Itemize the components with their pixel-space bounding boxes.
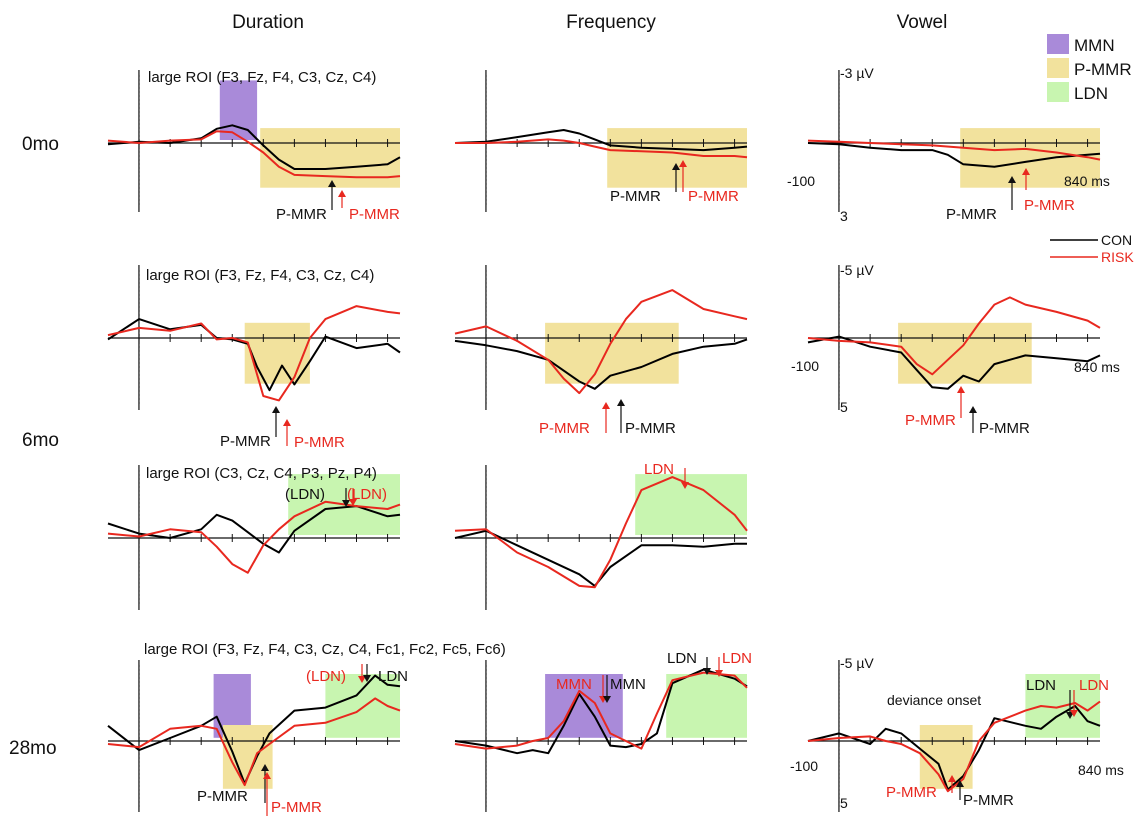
pmmr-label-0mo-vowel-con: P-MMR <box>946 206 997 223</box>
window-p-mmr-28mo-vowel <box>919 725 973 789</box>
scale-bottom-6mo: 5 <box>840 399 848 415</box>
ldn-label-6mo-frequency-risk: LDN <box>644 461 674 478</box>
scale-time-end-6mo: 840 ms <box>1074 359 1120 375</box>
column-title-vowel: Vowel <box>897 12 948 33</box>
pmmr-label-28mo-vowel-risk: P-MMR <box>886 784 937 801</box>
trace-risk-0mo-duration <box>107 130 401 179</box>
roi-label-28mo: large ROI (F3, Fz, F4, C3, Cz, C4, Fc1, … <box>144 641 506 658</box>
ldn-label-28mo-frequency-con: LDN <box>667 650 697 667</box>
deviance-onset-label: deviance onset <box>887 692 981 708</box>
trace-risk-0mo-frequency <box>455 138 748 159</box>
trace-risk-28mo-frequency <box>454 671 748 750</box>
column-title-duration: Duration <box>232 12 304 33</box>
trace-con-0mo-frequency <box>454 129 748 152</box>
ldn-label-28mo-duration-risk: (LDN) <box>306 668 346 685</box>
legend-swatch-mmn <box>1047 34 1069 54</box>
window-p-mmr-6mo-vowel-front <box>898 322 1032 384</box>
ldn-label-28mo-vowel-con: LDN <box>1026 677 1056 694</box>
trace-risk-6mo-vowel-front <box>807 296 1101 376</box>
trace-risk-28mo-duration <box>107 697 401 787</box>
pmmr-label-6mo-vowel-con: P-MMR <box>979 420 1030 437</box>
pmmr-label-0mo-frequency-risk: P-MMR <box>688 188 739 205</box>
window-ldn-28mo-frequency <box>666 674 747 738</box>
roi-label-6mo-front: large ROI (F3, Fz, F4, C3, Cz, C4) <box>146 267 374 284</box>
row-label-6mo: 6mo <box>22 430 59 451</box>
legend-label-ldn: LDN <box>1074 84 1108 103</box>
trace-risk-6mo-duration-central <box>107 500 401 574</box>
pmmr-label-6mo-frequency-risk: P-MMR <box>539 420 590 437</box>
legend-label-pmmr: P-MMR <box>1074 60 1132 79</box>
window-p-mmr-0mo-vowel <box>960 128 1100 188</box>
scale-time-end-0mo: 840 ms <box>1064 173 1110 189</box>
scale-bottom-0mo: 3 <box>840 208 848 224</box>
scale-bottom-28mo: 5 <box>840 795 848 811</box>
legend-swatch-pmmr <box>1047 58 1069 78</box>
row-label-0mo: 0mo <box>22 134 59 155</box>
scale-top-6mo: -5 µV <box>840 262 874 278</box>
legend-swatch-ldn <box>1047 82 1069 102</box>
roi-label-6mo-central: large ROI (C3, Cz, C4, P3, Pz, P4) <box>146 465 377 482</box>
pmmr-label-6mo-vowel-risk: P-MMR <box>905 412 956 429</box>
ldn-label-6mo-duration-con: (LDN) <box>285 486 325 503</box>
arrow-layer <box>261 160 1078 816</box>
trace-con-6mo-duration-central <box>107 505 401 554</box>
trace-risk-28mo-vowel <box>807 700 1101 793</box>
pmmr-label-0mo-vowel-risk: P-MMR <box>1024 197 1075 214</box>
pmmr-label-6mo-duration-con: P-MMR <box>220 433 271 450</box>
trace-con-6mo-frequency-front <box>454 338 748 390</box>
trace-con-6mo-vowel-front <box>807 335 1101 390</box>
trace-con-6mo-frequency-central <box>454 529 747 587</box>
ldn-label-6mo-duration-risk: (LDN) <box>347 486 387 503</box>
pmmr-label-0mo-duration-con: P-MMR <box>276 206 327 223</box>
pmmr-label-6mo-duration-risk: P-MMR <box>294 434 345 451</box>
window-p-mmr-0mo-frequency <box>607 128 747 188</box>
trace-risk-6mo-frequency-central <box>454 476 748 589</box>
legend-label-risk: RISK <box>1101 249 1134 265</box>
trace-risk-0mo-vowel <box>807 139 1101 161</box>
trace-con-0mo-duration <box>107 124 401 170</box>
trace-risk-6mo-frequency-front <box>454 289 748 395</box>
legend-label-mmn: MMN <box>1074 36 1115 55</box>
scale-top-0mo: -3 µV <box>840 65 874 81</box>
scale-time-end-28mo: 840 ms <box>1078 762 1124 778</box>
row-label-28mo: 28mo <box>9 738 57 759</box>
pmmr-label-0mo-frequency-con: P-MMR <box>610 188 661 205</box>
pmmr-label-0mo-duration-risk: P-MMR <box>349 206 400 223</box>
window-mmn-0mo-duration <box>219 80 258 140</box>
pmmr-label-28mo-duration-risk: P-MMR <box>271 799 322 816</box>
column-title-frequency: Frequency <box>566 12 656 33</box>
waveform-traces <box>107 124 1101 793</box>
scale-time-start-28mo: -100 <box>790 758 818 774</box>
trace-con-28mo-duration <box>107 674 401 785</box>
trace-con-28mo-vowel <box>807 705 1101 791</box>
trace-con-0mo-vowel <box>807 142 1101 168</box>
window-p-mmr-0mo-duration <box>260 128 400 188</box>
window-ldn-6mo-frequency-central <box>635 474 747 535</box>
scale-time-start-6mo: -100 <box>791 358 819 374</box>
trace-risk-6mo-duration-front <box>107 305 401 402</box>
pmmr-label-28mo-duration-con: P-MMR <box>197 788 248 805</box>
scale-top-28mo: -5 µV <box>840 655 874 671</box>
scale-time-start-0mo: -100 <box>787 173 815 189</box>
pmmr-label-28mo-vowel-con: P-MMR <box>963 792 1014 809</box>
ldn-label-28mo-vowel-risk: LDN <box>1079 677 1109 694</box>
mmn-label-28mo-frequency-con: MMN <box>610 676 646 693</box>
legend-label-con: CON <box>1101 232 1132 248</box>
mmn-label-28mo-frequency-risk: MMN <box>556 676 592 693</box>
pmmr-label-6mo-frequency-con: P-MMR <box>625 420 676 437</box>
ldn-label-28mo-frequency-risk: LDN <box>722 650 752 667</box>
ldn-label-28mo-duration-con: LDN <box>378 668 408 685</box>
roi-label-0mo: large ROI (F3, Fz, F4, C3, Cz, C4) <box>148 69 376 86</box>
